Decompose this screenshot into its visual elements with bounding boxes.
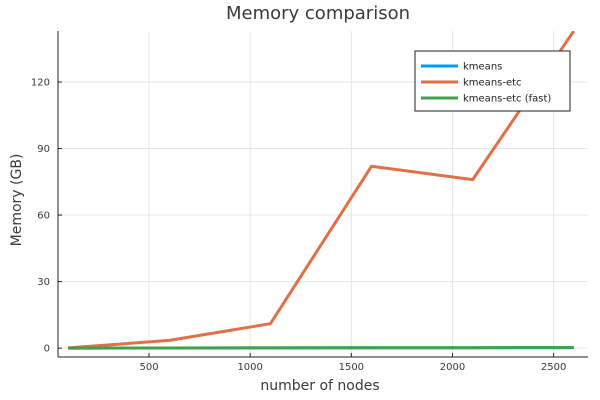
series-line-kmeans-etc-fast	[68, 346, 574, 350]
series-lines	[67, 31, 576, 350]
x-tick-label: 1000	[237, 362, 262, 373]
axes	[57, 31, 588, 358]
chart-title: Memory comparison	[226, 3, 410, 24]
legend-entry-label: kmeans-etc	[463, 78, 522, 89]
y-tick-label: 120	[31, 78, 50, 89]
series-line-kmeans-etc	[67, 31, 576, 350]
x-axis-label: number of nodes	[260, 378, 379, 394]
y-tick-label: 60	[37, 211, 50, 222]
x-tick-label: 500	[139, 362, 158, 373]
x-tick-label: 1500	[339, 362, 364, 373]
legend-entry-label: kmeans	[463, 62, 502, 73]
x-tick-label: 2000	[440, 362, 465, 373]
x-tick-label: 2500	[541, 362, 566, 373]
y-axis-label: Memory (GB)	[9, 154, 25, 247]
y-tick-label: 30	[37, 277, 50, 288]
y-tick-label: 0	[44, 344, 50, 355]
legend-entry-label: kmeans-etc (fast)	[463, 94, 551, 105]
y-tick-label: 90	[37, 144, 50, 155]
tick-labels: 500 1000 1500 2000 2500 0 30 60 90 120	[31, 78, 566, 373]
legend: kmeans kmeans-etc kmeans-etc (fast)	[414, 50, 571, 112]
